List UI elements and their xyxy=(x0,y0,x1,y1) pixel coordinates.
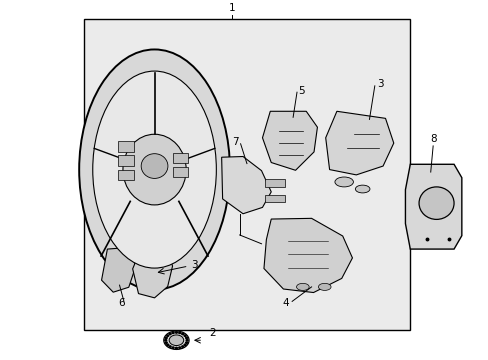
Polygon shape xyxy=(262,111,317,170)
Ellipse shape xyxy=(169,346,171,347)
Text: 2: 2 xyxy=(209,328,216,338)
Ellipse shape xyxy=(418,187,453,219)
Ellipse shape xyxy=(172,347,174,348)
Ellipse shape xyxy=(182,346,183,347)
Polygon shape xyxy=(325,111,393,175)
Ellipse shape xyxy=(141,154,167,179)
Ellipse shape xyxy=(169,335,183,346)
Bar xyxy=(173,153,187,162)
Ellipse shape xyxy=(355,185,369,193)
Ellipse shape xyxy=(164,339,166,341)
Bar xyxy=(265,180,285,187)
Ellipse shape xyxy=(184,335,185,336)
Text: 6: 6 xyxy=(119,298,125,308)
Bar xyxy=(173,167,187,177)
Ellipse shape xyxy=(179,332,181,334)
Ellipse shape xyxy=(175,347,177,349)
FancyBboxPatch shape xyxy=(84,19,409,330)
Ellipse shape xyxy=(185,342,187,343)
Polygon shape xyxy=(132,247,172,298)
Ellipse shape xyxy=(184,344,185,346)
Polygon shape xyxy=(102,247,135,292)
Polygon shape xyxy=(221,157,271,214)
Ellipse shape xyxy=(296,283,308,291)
Ellipse shape xyxy=(163,331,189,350)
Text: 7: 7 xyxy=(232,138,238,147)
Ellipse shape xyxy=(186,339,188,341)
Text: 1: 1 xyxy=(228,3,235,13)
Ellipse shape xyxy=(93,71,216,268)
Ellipse shape xyxy=(169,333,171,335)
Text: 3: 3 xyxy=(376,80,383,89)
Bar xyxy=(265,195,285,202)
Ellipse shape xyxy=(185,337,187,338)
Ellipse shape xyxy=(172,332,174,334)
Ellipse shape xyxy=(165,342,167,343)
Polygon shape xyxy=(264,219,352,293)
Ellipse shape xyxy=(165,337,167,338)
Ellipse shape xyxy=(182,333,183,335)
Text: 3: 3 xyxy=(191,260,197,270)
Text: 4: 4 xyxy=(282,298,288,308)
Ellipse shape xyxy=(175,332,177,333)
Bar xyxy=(118,156,134,166)
Text: 8: 8 xyxy=(429,134,436,144)
Ellipse shape xyxy=(122,134,186,205)
Ellipse shape xyxy=(334,177,353,187)
Text: 5: 5 xyxy=(297,86,304,96)
Ellipse shape xyxy=(318,283,330,291)
Ellipse shape xyxy=(79,49,229,290)
Bar xyxy=(118,141,134,152)
Polygon shape xyxy=(405,164,461,249)
Ellipse shape xyxy=(166,344,168,346)
Ellipse shape xyxy=(166,335,168,336)
Ellipse shape xyxy=(179,347,181,348)
Bar xyxy=(118,170,134,180)
